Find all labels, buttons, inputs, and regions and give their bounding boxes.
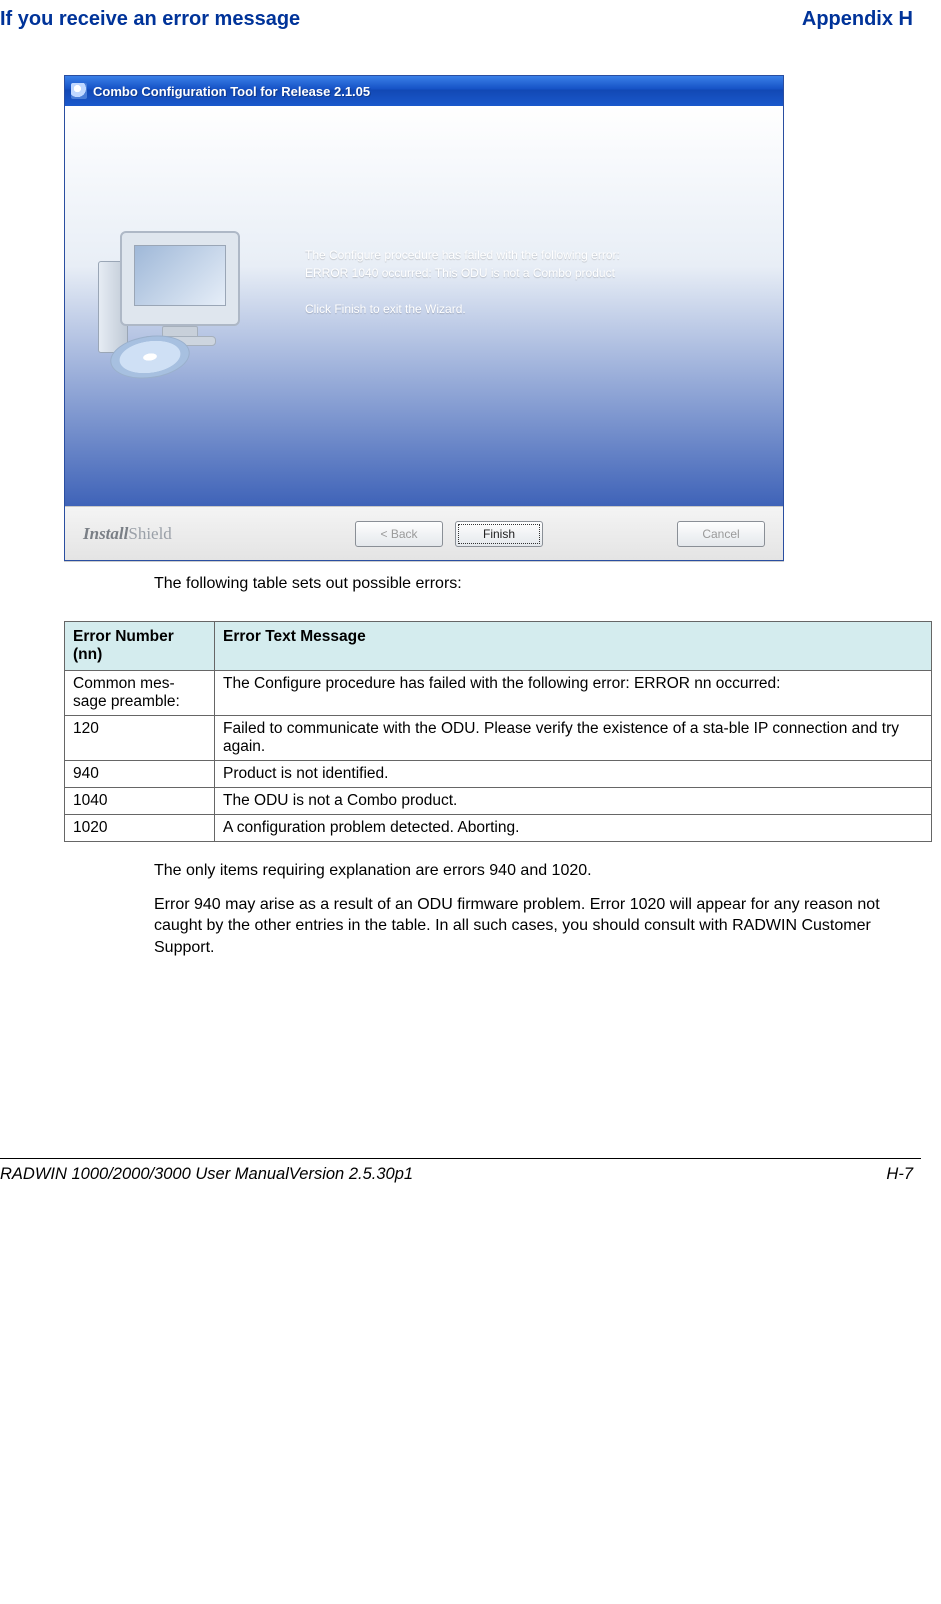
th-error-number-l2: (nn)	[73, 646, 102, 663]
installer-dialog: Combo Configuration Tool for Release 2.1…	[64, 75, 784, 561]
dialog-illustration-panel	[65, 106, 295, 506]
dialog-footer: InstallShield < Back Finish Cancel	[65, 506, 783, 560]
th-error-number: Error Number (nn)	[65, 622, 215, 671]
cell-error-text: The ODU is not a Combo product.	[215, 788, 932, 815]
cell-error-number: 1040	[65, 788, 215, 815]
page-header: If you receive an error message Appendix…	[0, 0, 941, 35]
content-area: Combo Configuration Tool for Release 2.1…	[0, 35, 941, 958]
footer-right: H-7	[886, 1165, 913, 1184]
running-head-left: If you receive an error message	[0, 8, 300, 31]
cancel-button[interactable]: Cancel	[677, 521, 765, 547]
cell-error-number: Common mes- sage preamble:	[65, 671, 215, 716]
paragraph-2: Error 940 may arise as a result of an OD…	[64, 894, 913, 959]
table-row: 1020 A configuration problem detected. A…	[65, 815, 932, 842]
brand-install: Install	[83, 524, 128, 543]
cell-error-text: Product is not identified.	[215, 761, 932, 788]
brand-shield: Shield	[128, 524, 171, 543]
dialog-error-line1: The Configure procedure has failed with …	[305, 248, 620, 262]
dialog-title: Combo Configuration Tool for Release 2.1…	[93, 84, 777, 99]
page-footer: RADWIN 1000/2000/3000 User ManualVersion…	[0, 1158, 921, 1184]
cell-text: sage preamble:	[73, 693, 180, 710]
dialog-body: The Configure procedure has failed with …	[65, 106, 783, 506]
paragraph-1: The only items requiring explanation are…	[64, 860, 913, 882]
table-row: 120 Failed to communicate with the ODU. …	[65, 716, 932, 761]
cell-error-text: The Configure procedure has failed with …	[215, 671, 932, 716]
footer-left: RADWIN 1000/2000/3000 User ManualVersion…	[0, 1165, 413, 1184]
cell-error-number: 1020	[65, 815, 215, 842]
th-error-number-l1: Error Number	[73, 628, 174, 645]
installshield-brand: InstallShield	[83, 524, 343, 544]
table-header-row: Error Number (nn) Error Text Message	[65, 622, 932, 671]
caption-after-dialog: The following table sets out possible er…	[64, 575, 913, 593]
cell-error-text: A configuration problem detected. Aborti…	[215, 815, 932, 842]
table-row: Common mes- sage preamble: The Configure…	[65, 671, 932, 716]
error-table: Error Number (nn) Error Text Message Com…	[64, 621, 932, 842]
dialog-finish-instruction: Click Finish to exit the Wizard.	[305, 300, 753, 318]
dialog-error-preamble: The Configure procedure has failed with …	[305, 246, 753, 282]
back-button[interactable]: < Back	[355, 521, 443, 547]
dialog-error-line2: ERROR 1040 occurred: This ODU is not a C…	[305, 266, 615, 280]
table-row: 1040 The ODU is not a Combo product.	[65, 788, 932, 815]
cell-error-text: Failed to communicate with the ODU. Plea…	[215, 716, 932, 761]
th-error-text: Error Text Message	[215, 622, 932, 671]
dialog-message-panel: The Configure procedure has failed with …	[295, 106, 783, 506]
computer-illustration	[90, 221, 270, 391]
running-head-right: Appendix H	[802, 8, 913, 31]
monitor-shape	[120, 231, 240, 326]
app-icon	[71, 83, 87, 99]
cell-error-number: 120	[65, 716, 215, 761]
finish-button[interactable]: Finish	[455, 521, 543, 547]
cell-error-number: 940	[65, 761, 215, 788]
cell-text: Common mes-	[73, 675, 175, 692]
dialog-titlebar: Combo Configuration Tool for Release 2.1…	[65, 76, 783, 106]
table-row: 940 Product is not identified.	[65, 761, 932, 788]
